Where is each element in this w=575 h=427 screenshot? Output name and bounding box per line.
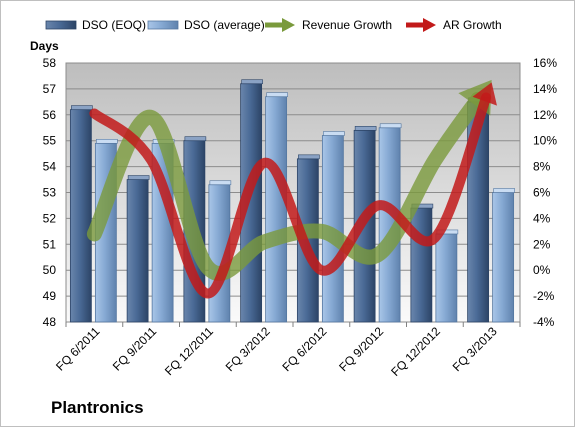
bar-cap [209,180,232,186]
legend-label: DSO (EOQ) [82,18,146,32]
bar-dso-average [265,96,288,323]
y-tick-label: 49 [43,289,57,303]
y-tick-label: 50 [43,263,57,277]
y-tick-label: 54 [43,160,57,174]
ar-growth-line [89,92,492,299]
revenue-growth-line [86,91,486,281]
x-tick-label: FQ 3/2013 [450,324,500,374]
bar-dso-eoq [410,207,433,323]
growth-lines [86,79,497,299]
y-axis-title: Days [30,39,59,53]
x-tick-label: FQ 3/2012 [223,324,273,374]
bar-dso-eoq [126,179,149,323]
x-tick-label: FQ 6/2012 [280,324,330,374]
legend-label: Revenue Growth [302,18,392,32]
legend-swatch [147,20,179,30]
bar-cap [127,175,150,180]
x-tick-label: FQ 12/2012 [388,324,443,379]
bar-cap [71,105,93,110]
legend: DSO (EOQ) DSO (average) Revenue Growth AR G… [45,18,502,32]
company-name: Plantronics [51,398,144,417]
y-tick-label: 57 [43,82,57,96]
legend-swatch-arrowhead [423,18,436,32]
bar-dso-average [435,233,458,323]
bar-cap [354,126,377,131]
legend-label: AR Growth [443,18,502,32]
y2-tick-label: -4% [533,315,555,329]
x-tick-label: FQ 9/2011 [110,324,160,374]
ar-growth-line-arrowhead [472,82,497,106]
bar-dso-eoq [69,109,92,323]
x-tick-label: FQ 9/2012 [336,324,386,374]
bar-cap [493,188,515,193]
bar-cap [184,136,207,141]
y2-tick-label: -2% [533,289,555,303]
x-tick-label: FQ 6/2011 [53,324,103,374]
y2-tick-label: 8% [533,160,551,174]
y2-tick-label: 4% [533,211,551,225]
y-tick-label: 58 [43,56,57,70]
y-tick-label: 52 [43,211,57,225]
y-tick-label: 53 [43,186,57,200]
bars [69,79,515,323]
bar-cap [298,154,320,160]
legend-swatch-arrowhead [282,18,295,32]
bar-cap [323,131,345,136]
legend-swatch [45,20,77,30]
y2-tick-label: 2% [533,237,551,251]
bar-cap [96,138,118,144]
y2-tick-label: 6% [533,186,551,200]
y2-tick-label: 12% [533,108,557,122]
y2-tick-label: 14% [533,82,557,96]
x-tick-label: FQ 12/2011 [162,324,216,378]
y2-tick-label: 0% [533,263,551,277]
y2-tick-label: 16% [533,56,557,70]
y-tick-label: 51 [43,237,57,251]
bar-dso-average [492,192,515,323]
legend-label: DSO (average) [184,18,265,32]
y-tick-label: 48 [43,315,57,329]
bar-cap [379,123,402,129]
y-tick-label: 55 [43,134,57,148]
y2-tick-label: 10% [533,134,557,148]
bar-cap [266,92,288,97]
bar-cap [241,79,263,85]
y-tick-label: 56 [43,108,57,122]
